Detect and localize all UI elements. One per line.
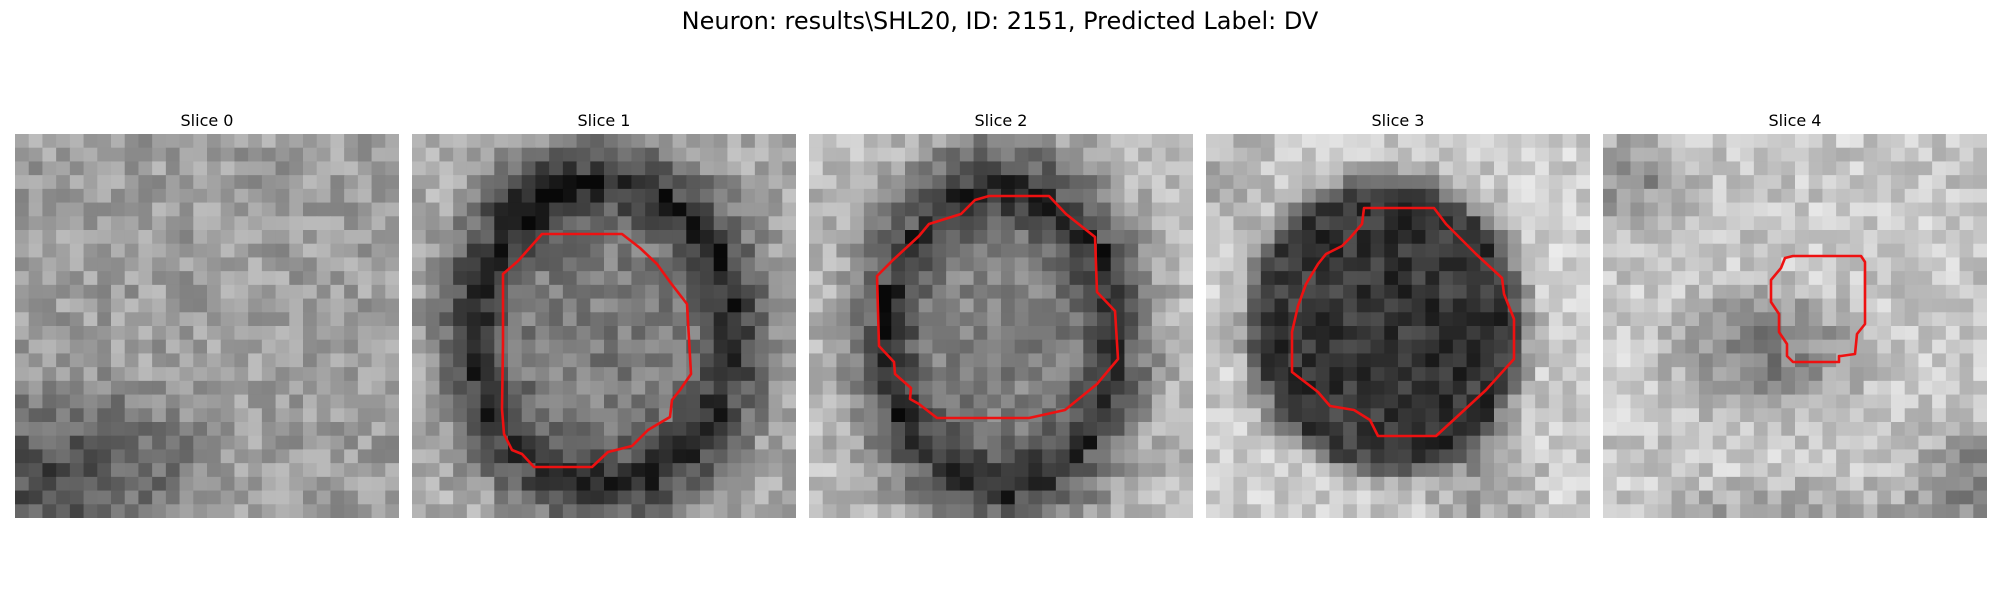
slice-title: Slice 0: [180, 111, 234, 130]
slice-image-0: [15, 134, 399, 518]
segmentation-contour: [500, 232, 693, 469]
pixel-grid: [15, 134, 399, 518]
slice-panel-2: Slice 2: [809, 110, 1193, 518]
slice-image-4: [1603, 134, 1987, 518]
slice-image-1: [412, 134, 796, 518]
segmentation-contour: [1290, 206, 1516, 438]
slice-panel-0: Slice 0: [15, 110, 399, 518]
figure-title: Neuron: results\SHL20, ID: 2151, Predict…: [681, 7, 1319, 35]
slice-title: Slice 2: [974, 111, 1028, 130]
slice-panel-4: Slice 4: [1603, 110, 1987, 518]
slice-panel-3: Slice 3: [1206, 110, 1590, 518]
segmentation-contour: [875, 194, 1120, 420]
slice-panel-1: Slice 1: [412, 110, 796, 518]
slice-title: Slice 3: [1371, 111, 1425, 130]
pixel-grid: [1603, 134, 1987, 518]
slice-title: Slice 1: [577, 111, 631, 130]
segmentation-contour: [1769, 254, 1867, 364]
slice-title: Slice 4: [1768, 111, 1822, 130]
pixel-grid: [1206, 134, 1590, 518]
pixel-grid: [412, 134, 796, 518]
slice-image-2: [809, 134, 1193, 518]
pixel-grid: [809, 134, 1193, 518]
slice-image-3: [1206, 134, 1590, 518]
